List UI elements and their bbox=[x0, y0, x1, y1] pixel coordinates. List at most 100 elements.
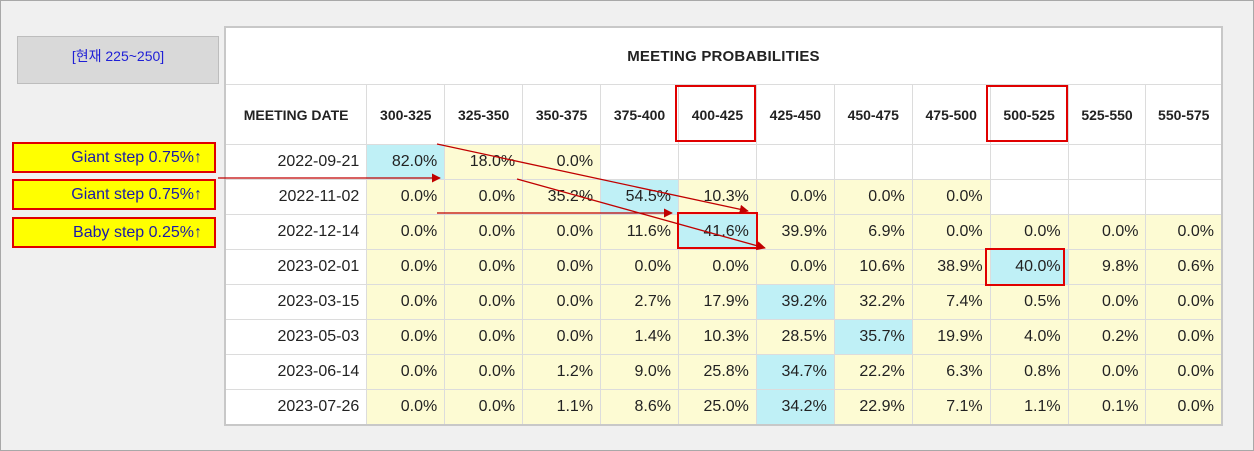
probability-cell: 0.0% bbox=[444, 354, 524, 390]
meeting-probabilities-table: MEETING PROBABILITIES MEETING DATE 300-3… bbox=[224, 26, 1223, 426]
probability-cell: 0.0% bbox=[522, 284, 602, 320]
probability-cell: 0.1% bbox=[1067, 389, 1147, 426]
probability-cell: 0.5% bbox=[989, 284, 1069, 320]
probability-cell: 0.0% bbox=[444, 179, 524, 215]
probability-cell: 0.0% bbox=[366, 389, 446, 426]
probability-cell: 38.9% bbox=[911, 249, 991, 285]
probability-cell: 0.2% bbox=[1067, 319, 1147, 355]
probability-cell: 0.0% bbox=[1145, 284, 1223, 320]
probability-cell: 18.0% bbox=[444, 144, 524, 180]
probability-cell: 2.7% bbox=[600, 284, 679, 320]
probability-cell: 10.3% bbox=[677, 319, 757, 355]
probability-cell: 35.2% bbox=[522, 179, 602, 215]
probability-cell: 0.0% bbox=[366, 249, 446, 285]
probability-cell: 19.9% bbox=[911, 319, 991, 355]
table-row: 2023-02-01 0.0% 0.0% 0.0% 0.0% 0.0% 0.0% 10.6% 3… bbox=[224, 249, 1223, 285]
probability-cell: 0.0% bbox=[366, 319, 446, 355]
probability-cell: 9.0% bbox=[600, 354, 679, 390]
probability-cell: 0.0% bbox=[366, 284, 446, 320]
probability-cell: 11.6% bbox=[600, 214, 679, 250]
probability-cell bbox=[600, 144, 679, 180]
column-header-500-525: 500-525 bbox=[989, 84, 1069, 145]
meeting-date-cell: 2023-07-26 bbox=[224, 389, 368, 426]
probability-cell: 0.0% bbox=[911, 179, 991, 215]
probability-cell: 25.8% bbox=[677, 354, 757, 390]
table-row: 2022-11-02 0.0% 0.0% 35.2% 54.5% 10.3% 0.0% 0.0… bbox=[224, 179, 1223, 215]
probability-cell bbox=[833, 144, 913, 180]
probability-cell: 54.5% bbox=[600, 179, 679, 215]
probability-cell: 1.1% bbox=[989, 389, 1069, 426]
probability-cell: 6.3% bbox=[911, 354, 991, 390]
probability-cell: 0.0% bbox=[833, 179, 913, 215]
probability-cell: 0.0% bbox=[444, 214, 524, 250]
meeting-date-cell: 2022-11-02 bbox=[224, 179, 368, 215]
probability-cell bbox=[989, 179, 1069, 215]
probability-cell: 0.0% bbox=[989, 214, 1069, 250]
probability-cell: 0.0% bbox=[755, 179, 835, 215]
probability-cell: 0.0% bbox=[366, 179, 446, 215]
probability-cell: 4.0% bbox=[989, 319, 1069, 355]
probability-cell: 0.0% bbox=[366, 214, 446, 250]
column-header-375-400: 375-400 bbox=[600, 84, 679, 145]
probability-cell: 34.2% bbox=[755, 389, 835, 426]
table-row: 2023-05-03 0.0% 0.0% 0.0% 1.4% 10.3% 28.5% 35.7… bbox=[224, 319, 1223, 355]
current-rate-label: [현재 225~250] bbox=[71, 48, 165, 64]
meeting-date-cell: 2022-09-21 bbox=[224, 144, 368, 180]
probability-cell: 0.0% bbox=[600, 249, 679, 285]
column-header-400-425: 400-425 bbox=[677, 84, 757, 145]
probability-cell: 8.6% bbox=[600, 389, 679, 426]
table-row: 2023-03-15 0.0% 0.0% 0.0% 2.7% 17.9% 39.2% 32.2… bbox=[224, 284, 1223, 320]
probability-cell: 35.7% bbox=[833, 319, 913, 355]
probability-cell: 17.9% bbox=[677, 284, 757, 320]
column-header-350-375: 350-375 bbox=[522, 84, 602, 145]
probability-cell: 0.0% bbox=[444, 319, 524, 355]
probability-cell: 0.0% bbox=[444, 249, 524, 285]
probability-cell: 0.0% bbox=[1145, 389, 1223, 426]
step-label-3: Baby step 0.25%↑ bbox=[12, 217, 216, 248]
probability-cell: 39.2% bbox=[755, 284, 835, 320]
probability-cell: 0.6% bbox=[1145, 249, 1223, 285]
probability-cell: 32.2% bbox=[833, 284, 913, 320]
probability-cell: 10.3% bbox=[677, 179, 757, 215]
probability-cell bbox=[1145, 144, 1223, 180]
column-header-meeting-date: MEETING DATE bbox=[224, 84, 368, 145]
probability-cell: 0.0% bbox=[1145, 354, 1223, 390]
column-header-450-475: 450-475 bbox=[833, 84, 913, 145]
probability-cell: 0.0% bbox=[911, 214, 991, 250]
probability-cell: 40.0% bbox=[989, 249, 1069, 285]
probability-cell: 39.9% bbox=[755, 214, 835, 250]
probability-cell: 9.8% bbox=[1067, 249, 1147, 285]
probability-cell: 0.0% bbox=[677, 249, 757, 285]
step-label-2: Giant step 0.75%↑ bbox=[12, 179, 216, 210]
probability-cell bbox=[755, 144, 835, 180]
probability-cell: 1.2% bbox=[522, 354, 602, 390]
column-header-300-325: 300-325 bbox=[366, 84, 446, 145]
column-header-325-350: 325-350 bbox=[444, 84, 524, 145]
probability-cell: 0.8% bbox=[989, 354, 1069, 390]
table-row: 2023-07-26 0.0% 0.0% 1.1% 8.6% 25.0% 34.2% 22.9… bbox=[224, 389, 1223, 426]
probability-cell: 7.1% bbox=[911, 389, 991, 426]
table-row: 2023-06-14 0.0% 0.0% 1.2% 9.0% 25.8% 34.7% 22.2… bbox=[224, 354, 1223, 390]
column-header-550-575: 550-575 bbox=[1145, 84, 1223, 145]
probability-cell bbox=[1145, 179, 1223, 215]
meeting-date-cell: 2023-06-14 bbox=[224, 354, 368, 390]
probability-cell: 1.1% bbox=[522, 389, 602, 426]
table-title: MEETING PROBABILITIES bbox=[224, 26, 1223, 85]
probability-cell bbox=[989, 144, 1069, 180]
probability-cell: 0.0% bbox=[1067, 284, 1147, 320]
probability-cell: 0.0% bbox=[1067, 214, 1147, 250]
probability-cell: 22.9% bbox=[833, 389, 913, 426]
probability-cell: 1.4% bbox=[600, 319, 679, 355]
probability-cell bbox=[1067, 179, 1147, 215]
step-label-1: Giant step 0.75%↑ bbox=[12, 142, 216, 173]
probability-cell bbox=[1067, 144, 1147, 180]
probability-cell bbox=[677, 144, 757, 180]
probability-cell: 28.5% bbox=[755, 319, 835, 355]
probability-cell: 22.2% bbox=[833, 354, 913, 390]
probability-cell: 41.6% bbox=[677, 214, 757, 250]
probability-cell: 0.0% bbox=[444, 389, 524, 426]
probability-cell: 6.9% bbox=[833, 214, 913, 250]
probability-cell: 0.0% bbox=[522, 214, 602, 250]
meeting-date-cell: 2022-12-14 bbox=[224, 214, 368, 250]
probability-cell: 0.0% bbox=[444, 284, 524, 320]
